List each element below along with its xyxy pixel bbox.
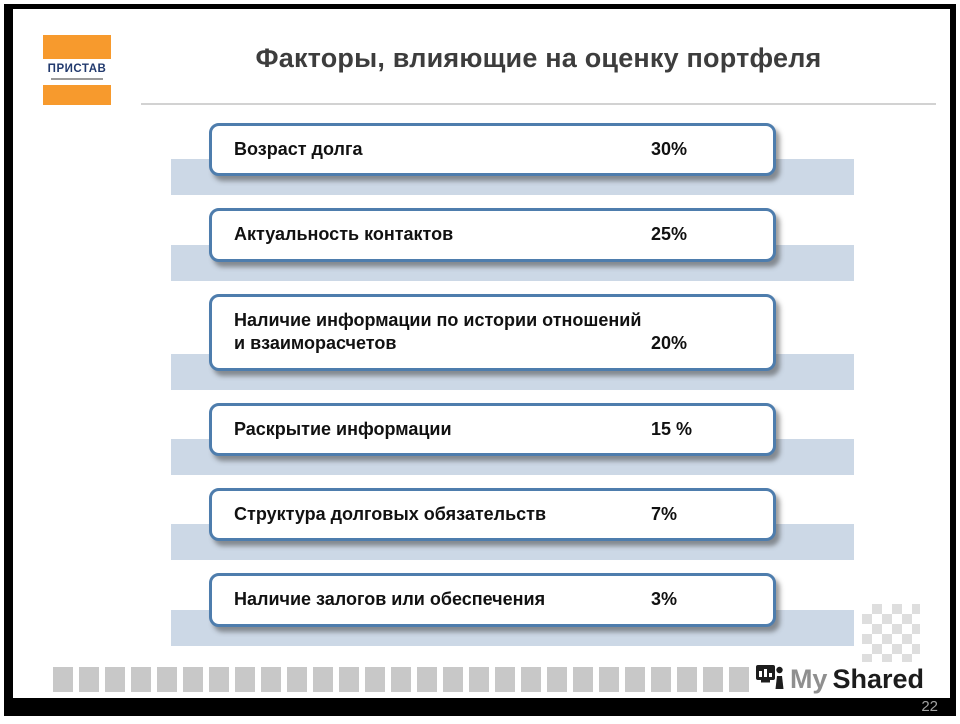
factor-percent: 25% bbox=[651, 224, 688, 245]
factor-row: Структура долговых обязательств 7% bbox=[171, 487, 854, 561]
pristav-logo: ПРИСТАВ bbox=[43, 35, 111, 105]
factor-percent: 15 % bbox=[651, 418, 693, 439]
factor-label: Раскрытие информации bbox=[234, 418, 452, 439]
pristav-logo-band: ПРИСТАВ bbox=[43, 59, 111, 85]
factor-row: Наличие информации по истории отношений … bbox=[171, 293, 854, 390]
factor-row: Актуальность контактов 25% bbox=[171, 208, 854, 281]
factor-percent: 30% bbox=[651, 139, 688, 159]
pristav-logo-text: ПРИСТАВ bbox=[47, 63, 107, 76]
pixel-grid-decoration bbox=[862, 604, 920, 662]
myshared-icon bbox=[755, 662, 785, 697]
myshared-prefix: My bbox=[789, 664, 828, 694]
page-number: 22 bbox=[921, 698, 938, 715]
factor-label: Возраст долга bbox=[234, 139, 363, 159]
factors-diagram: Возраст долга 30% Актуальность контактов… bbox=[171, 123, 854, 659]
factor-label: Наличие информации по истории отношений … bbox=[234, 309, 642, 354]
factor-row: Наличие залогов или обеспечения 3% bbox=[171, 573, 854, 646]
factor-label: Структура долговых обязательств bbox=[234, 503, 547, 524]
pristav-logo-underline bbox=[51, 77, 103, 80]
factor-box: Наличие информации по истории отношений … bbox=[209, 293, 776, 371]
factor-box: Структура долговых обязательств 7% bbox=[209, 487, 776, 542]
factor-box: Актуальность контактов 25% bbox=[209, 208, 776, 262]
factor-label: Наличие залогов или обеспечения bbox=[234, 589, 546, 610]
slide-title: Факторы, влияющие на оценку портфеля bbox=[255, 43, 822, 73]
slide: ПРИСТАВ Факторы, влияющие на оценку порт… bbox=[13, 9, 950, 715]
factor-percent: 20% bbox=[651, 333, 688, 354]
checker-strip bbox=[53, 667, 775, 692]
title-divider bbox=[141, 103, 936, 105]
factor-row: Возраст долга 30% bbox=[171, 123, 854, 196]
slide-frame: ПРИСТАВ Факторы, влияющие на оценку порт… bbox=[4, 4, 956, 716]
factor-percent: 7% bbox=[651, 503, 678, 524]
factor-box: Возраст долга 30% bbox=[209, 123, 776, 177]
factor-box: Наличие залогов или обеспечения 3% bbox=[209, 573, 776, 627]
factor-row: Раскрытие информации 15 % bbox=[171, 402, 854, 475]
factor-box: Раскрытие информации 15 % bbox=[209, 402, 776, 456]
myshared-watermark[interactable]: My Shared bbox=[748, 662, 924, 697]
factor-percent: 3% bbox=[651, 589, 678, 610]
factor-label: Актуальность контактов bbox=[234, 224, 454, 245]
myshared-suffix: Shared bbox=[832, 664, 924, 694]
